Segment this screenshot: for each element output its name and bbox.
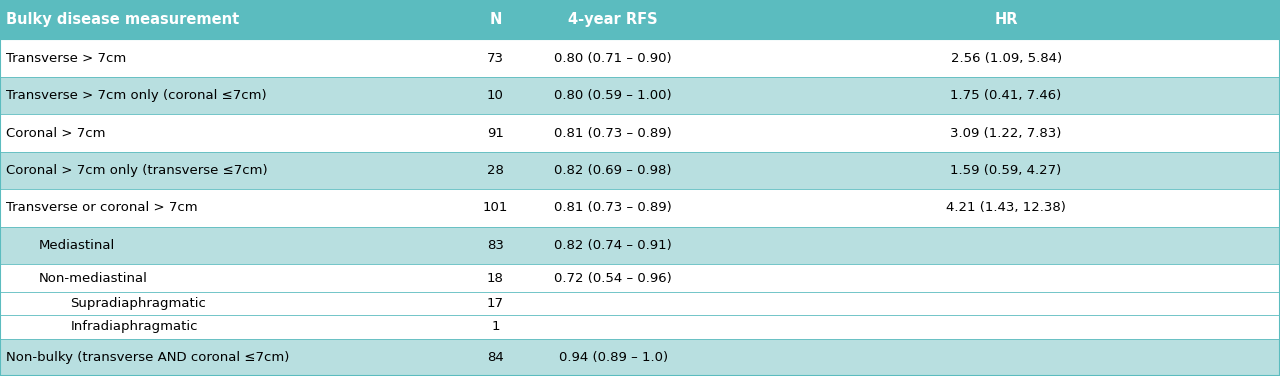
Text: Bulky disease measurement: Bulky disease measurement: [6, 12, 239, 27]
Bar: [0, 292, 1280, 315]
Text: 3.09 (1.22, 7.83): 3.09 (1.22, 7.83): [950, 127, 1062, 139]
Text: 4-year RFS: 4-year RFS: [568, 12, 658, 27]
Text: 1.75 (0.41, 7.46): 1.75 (0.41, 7.46): [951, 89, 1061, 102]
Text: Non-bulky (transverse AND coronal ≤7cm): Non-bulky (transverse AND coronal ≤7cm): [6, 351, 289, 364]
Text: Transverse > 7cm only (coronal ≤7cm): Transverse > 7cm only (coronal ≤7cm): [6, 89, 268, 102]
Text: HR: HR: [995, 12, 1018, 27]
Text: 83: 83: [486, 239, 504, 252]
Text: 84: 84: [486, 351, 504, 364]
Text: Mediastinal: Mediastinal: [38, 239, 115, 252]
Text: 2.56 (1.09, 5.84): 2.56 (1.09, 5.84): [951, 52, 1061, 65]
Bar: [0, 338, 1280, 376]
Text: 0.80 (0.59 – 1.00): 0.80 (0.59 – 1.00): [554, 89, 672, 102]
Bar: [0, 189, 1280, 227]
Bar: [0, 39, 1280, 77]
Text: Non-mediastinal: Non-mediastinal: [38, 271, 147, 285]
Text: Infradiaphragmatic: Infradiaphragmatic: [70, 320, 198, 334]
Bar: [0, 315, 1280, 338]
Text: 10: 10: [486, 89, 504, 102]
Bar: [0, 264, 1280, 292]
Text: Supradiaphragmatic: Supradiaphragmatic: [70, 297, 206, 310]
Text: Transverse > 7cm: Transverse > 7cm: [6, 52, 127, 65]
Text: Coronal > 7cm: Coronal > 7cm: [6, 127, 106, 139]
Bar: [0, 227, 1280, 264]
Text: 0.72 (0.54 – 0.96): 0.72 (0.54 – 0.96): [554, 271, 672, 285]
Text: 18: 18: [486, 271, 504, 285]
Text: 0.80 (0.71 – 0.90): 0.80 (0.71 – 0.90): [554, 52, 672, 65]
Bar: [0, 77, 1280, 114]
Text: 17: 17: [486, 297, 504, 310]
Bar: [0, 114, 1280, 152]
Text: Transverse or coronal > 7cm: Transverse or coronal > 7cm: [6, 202, 198, 214]
Text: 0.94 (0.89 – 1.0): 0.94 (0.89 – 1.0): [558, 351, 668, 364]
Text: 91: 91: [486, 127, 504, 139]
Text: 0.82 (0.69 – 0.98): 0.82 (0.69 – 0.98): [554, 164, 672, 177]
Text: 101: 101: [483, 202, 508, 214]
Text: Coronal > 7cm only (transverse ≤7cm): Coronal > 7cm only (transverse ≤7cm): [6, 164, 268, 177]
Text: 0.82 (0.74 – 0.91): 0.82 (0.74 – 0.91): [554, 239, 672, 252]
Text: 4.21 (1.43, 12.38): 4.21 (1.43, 12.38): [946, 202, 1066, 214]
Text: 1: 1: [492, 320, 499, 334]
Bar: [0, 0, 1280, 39]
Text: 0.81 (0.73 – 0.89): 0.81 (0.73 – 0.89): [554, 127, 672, 139]
Text: 0.81 (0.73 – 0.89): 0.81 (0.73 – 0.89): [554, 202, 672, 214]
Text: 73: 73: [486, 52, 504, 65]
Text: 28: 28: [486, 164, 504, 177]
Text: N: N: [489, 12, 502, 27]
Text: 1.59 (0.59, 4.27): 1.59 (0.59, 4.27): [951, 164, 1061, 177]
Bar: [0, 152, 1280, 189]
